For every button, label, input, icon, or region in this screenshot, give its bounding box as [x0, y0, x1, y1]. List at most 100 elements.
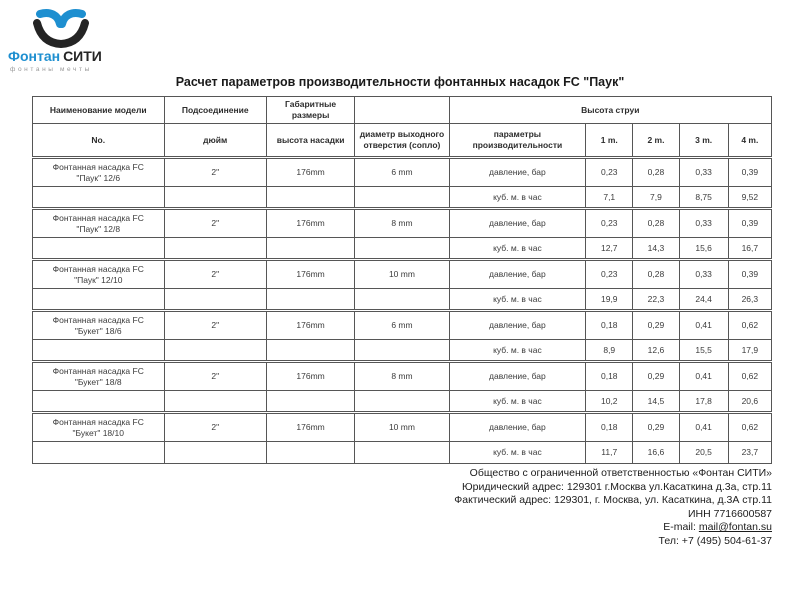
- flow-label-cell: куб. м. в час: [448, 441, 587, 465]
- table-row-model: Фонтанная насадка FC "Паук" 12/8 2" 176mm…: [32, 207, 773, 239]
- pressure-value-1m: 0,18: [585, 360, 634, 392]
- empty-cell: [163, 288, 267, 312]
- flow-value-3m: 24,4: [678, 288, 729, 312]
- connection-cell: 2": [163, 360, 267, 392]
- flow-value-3m: 15,6: [678, 237, 729, 261]
- model-cell: Фонтанная насадка FC "Букет" 18/10: [32, 411, 165, 443]
- pressure-value-4m: 0,39: [727, 156, 773, 188]
- flow-label-cell: куб. м. в час: [448, 237, 587, 261]
- header-row-subs: No. дюйм высота насадки диаметр выходног…: [32, 123, 773, 159]
- nozzle-height-cell: 176mm: [265, 360, 356, 392]
- pressure-value-1m: 0,23: [585, 156, 634, 188]
- page-title: Расчет параметров производительности фон…: [175, 75, 625, 89]
- email-link[interactable]: mail@fontan.su: [698, 521, 772, 533]
- subheader-nozzle-height: высота насадки: [265, 123, 356, 159]
- pressure-label-cell: давление, бар: [448, 360, 587, 392]
- pressure-value-4m: 0,62: [727, 360, 773, 392]
- nozzle-height-cell: 176mm: [265, 309, 356, 341]
- email-line: E-mail: mail@fontan.su: [454, 521, 772, 535]
- table-row-model: Фонтанная насадка FC "Букет" 18/10 2" 176…: [32, 411, 773, 443]
- subheader-performance-params: параметры производительности: [448, 123, 587, 159]
- pressure-value-2m: 0,28: [632, 156, 680, 188]
- flow-value-4m: 17,9: [727, 339, 773, 363]
- flow-value-2m: 7,9: [632, 186, 680, 210]
- pressure-value-1m: 0,23: [585, 207, 634, 239]
- flow-value-2m: 12,6: [632, 339, 680, 363]
- flow-value-1m: 7,1: [585, 186, 634, 210]
- outlet-diameter-cell: 10 mm: [354, 258, 450, 290]
- model-cell: Фонтанная насадка FC "Букет" 18/8: [32, 360, 165, 392]
- table-row-flow: куб. м. в час 8,9 12,6 15,5 17,9: [32, 339, 773, 363]
- pressure-value-2m: 0,29: [632, 309, 680, 341]
- pressure-value-2m: 0,29: [632, 411, 680, 443]
- flow-value-1m: 8,9: [585, 339, 634, 363]
- model-name-line2: "Паук" 12/8: [76, 223, 121, 234]
- flow-label-cell: куб. м. в час: [448, 186, 587, 210]
- outlet-diameter-cell: 6 mm: [354, 309, 450, 341]
- empty-cell: [32, 237, 165, 261]
- flow-value-1m: 10,2: [585, 390, 634, 414]
- company-logo: Фонтан СИТИ фонтаны мечты: [8, 8, 136, 73]
- empty-cell: [265, 390, 356, 414]
- pressure-value-3m: 0,41: [678, 309, 729, 341]
- model-name-line1: Фонтанная насадка FC: [52, 416, 144, 427]
- empty-cell: [163, 441, 267, 465]
- parameters-table: Наименование модели Подсоединение Габари…: [32, 95, 773, 465]
- empty-cell: [265, 339, 356, 363]
- brand-name-part2: СИТИ: [63, 48, 102, 64]
- pressure-value-4m: 0,39: [727, 207, 773, 239]
- pressure-value-3m: 0,41: [678, 411, 729, 443]
- table-row-flow: куб. м. в час 10,2 14,5 17,8 20,6: [32, 390, 773, 414]
- table-row-model: Фонтанная насадка FC "Букет" 18/8 2" 176m…: [32, 360, 773, 392]
- model-name-line1: Фонтанная насадка FC: [52, 161, 144, 172]
- model-name-line1: Фонтанная насадка FC: [52, 365, 144, 376]
- flow-value-2m: 14,3: [632, 237, 680, 261]
- flow-label-cell: куб. м. в час: [448, 390, 587, 414]
- empty-cell: [32, 339, 165, 363]
- empty-cell: [354, 288, 450, 312]
- pressure-value-1m: 0,18: [585, 309, 634, 341]
- nozzle-height-cell: 176mm: [265, 411, 356, 443]
- connection-cell: 2": [163, 207, 267, 239]
- pressure-value-3m: 0,33: [678, 258, 729, 290]
- empty-cell: [265, 288, 356, 312]
- empty-cell: [163, 237, 267, 261]
- empty-cell: [354, 441, 450, 465]
- flow-value-1m: 19,9: [585, 288, 634, 312]
- empty-cell: [354, 390, 450, 414]
- pressure-value-3m: 0,33: [678, 156, 729, 188]
- legal-address: Юридический адрес: 129301 г.Москва ул.Ка…: [462, 480, 772, 493]
- pressure-label-cell: давление, бар: [448, 156, 587, 188]
- empty-cell: [32, 390, 165, 414]
- empty-cell: [32, 288, 165, 312]
- empty-cell: [354, 237, 450, 261]
- outlet-diameter-cell: 10 mm: [354, 411, 450, 443]
- pressure-value-4m: 0,39: [727, 258, 773, 290]
- flow-value-3m: 17,8: [678, 390, 729, 414]
- table-row-flow: куб. м. в час 11,7 16,6 20,5 23,7: [32, 441, 773, 465]
- brand-tagline: фонтаны мечты: [10, 66, 92, 73]
- brand-name-part1: Фонтан: [8, 48, 61, 64]
- model-cell: Фонтанная насадка FC "Букет" 18/6: [32, 309, 165, 341]
- connection-cell: 2": [163, 156, 267, 188]
- header-row-groups: Наименование модели Подсоединение Габари…: [32, 95, 773, 125]
- model-name-line2: "Паук" 12/10: [74, 274, 123, 285]
- flow-value-4m: 9,52: [727, 186, 773, 210]
- model-name-line2: "Букет" 18/6: [74, 325, 122, 336]
- pressure-value-4m: 0,62: [727, 309, 773, 341]
- brand-name: Фонтан СИТИ: [8, 49, 136, 63]
- subheader-height-3m: 3 m.: [678, 123, 729, 159]
- table-row-model: Фонтанная насадка FC "Паук" 12/6 2" 176mm…: [32, 156, 773, 188]
- header-connection: Подсоединение: [163, 95, 267, 125]
- subheader-height-2m: 2 m.: [632, 123, 680, 159]
- flow-value-4m: 20,6: [727, 390, 773, 414]
- subheader-inch: дюйм: [163, 123, 267, 159]
- empty-cell: [32, 186, 165, 210]
- header-model: Наименование модели: [32, 95, 165, 125]
- pressure-label-cell: давление, бар: [448, 411, 587, 443]
- nozzle-height-cell: 176mm: [265, 207, 356, 239]
- company-name: Общество с ограниченной ответственностью…: [469, 467, 772, 479]
- flow-value-2m: 16,6: [632, 441, 680, 465]
- pressure-value-3m: 0,41: [678, 360, 729, 392]
- model-name-line1: Фонтанная насадка FC: [52, 212, 144, 223]
